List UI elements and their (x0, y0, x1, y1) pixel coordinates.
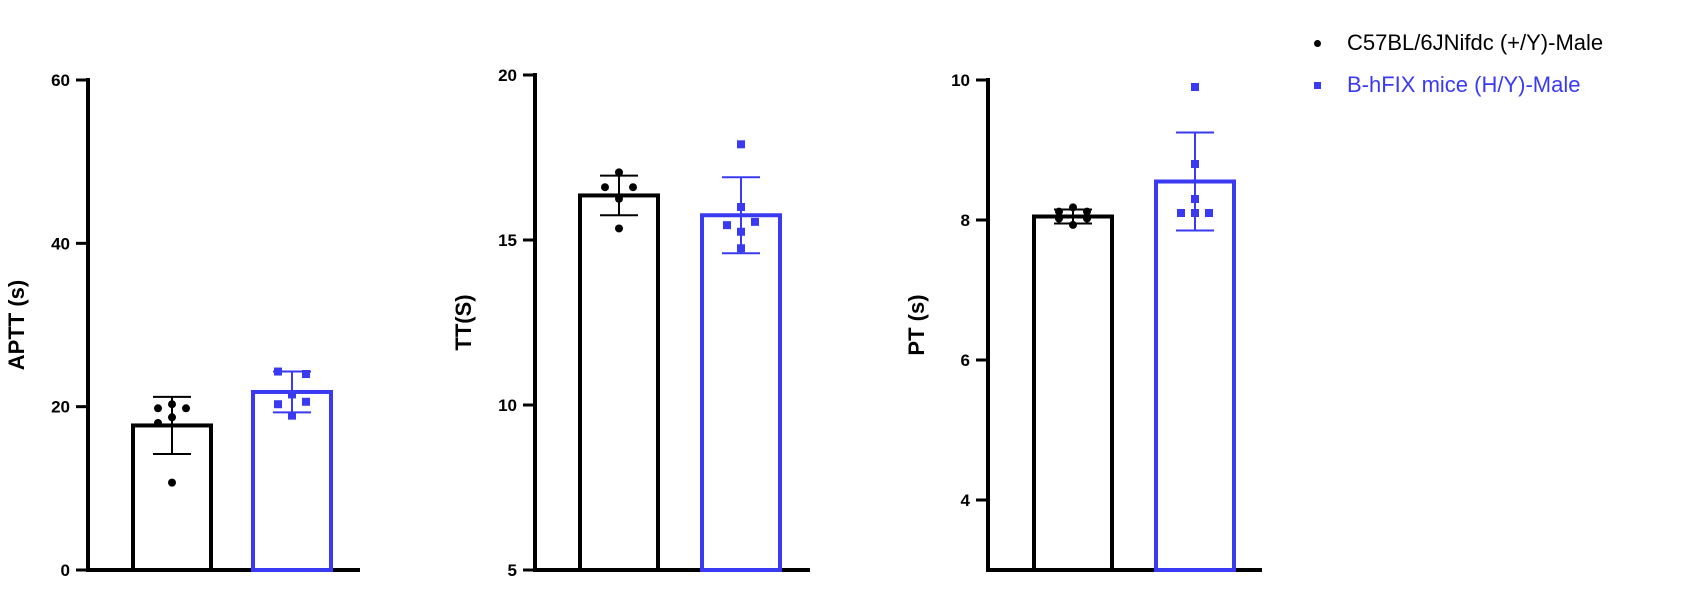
data-point (737, 140, 745, 149)
y-tick-label: 40 (51, 234, 70, 253)
data-point (723, 221, 731, 230)
data-point (274, 400, 282, 409)
bar (1154, 179, 1236, 572)
y-axis-label: APTT (s) (4, 280, 29, 370)
data-point (737, 203, 745, 211)
data-point (1191, 83, 1199, 91)
legend-circle-marker (1314, 39, 1321, 47)
data-point (168, 478, 176, 487)
y-tick-label: 4 (961, 491, 971, 510)
data-point (1083, 207, 1091, 216)
data-point (168, 413, 176, 422)
y-tick-label: 10 (498, 396, 517, 415)
y-tick-label: 8 (961, 211, 970, 230)
data-point (1205, 209, 1213, 217)
data-point (751, 217, 759, 226)
legend-item-hfix: B-hFIX mice (H/Y)-Male (1310, 64, 1603, 106)
y-axis-label: TT(S) (451, 294, 476, 350)
y-tick-label: 0 (61, 561, 70, 580)
data-point (615, 168, 623, 177)
y-tick-label: 20 (498, 66, 517, 85)
y-tick-label: 15 (498, 231, 517, 250)
y-tick-label: 6 (961, 351, 970, 370)
data-point (1055, 207, 1063, 216)
data-point (737, 244, 745, 253)
data-point (615, 224, 623, 233)
data-point (274, 367, 282, 376)
data-point (1191, 160, 1199, 168)
bar (700, 213, 782, 572)
data-point (629, 183, 637, 192)
legend: C57BL/6JNifdc (+/Y)-Male B-hFIX mice (H/… (1310, 22, 1603, 106)
data-point (288, 411, 296, 420)
bar (1032, 214, 1114, 572)
data-point (154, 404, 162, 413)
data-point (1069, 220, 1077, 229)
data-point (182, 404, 190, 413)
data-point (302, 397, 310, 406)
data-point (615, 194, 623, 203)
data-point (154, 419, 162, 427)
data-point (601, 183, 609, 192)
data-point (168, 400, 176, 409)
y-tick-label: 60 (51, 71, 70, 90)
data-point (288, 390, 296, 399)
data-point (1055, 214, 1063, 223)
data-point (1191, 195, 1199, 203)
data-point (1191, 209, 1199, 217)
y-tick-label: 10 (951, 71, 970, 90)
data-point (1083, 214, 1091, 223)
y-axis-label: PT (s) (904, 294, 929, 355)
y-tick-label: 20 (51, 398, 70, 417)
bar (578, 193, 660, 572)
data-point (737, 227, 745, 236)
legend-label-hfix: B-hFIX mice (H/Y)-Male (1347, 72, 1581, 97)
data-point (302, 370, 310, 378)
data-point (1069, 203, 1077, 212)
y-tick-label: 5 (508, 561, 517, 580)
data-point (1177, 209, 1185, 217)
legend-item-wildtype: C57BL/6JNifdc (+/Y)-Male (1310, 22, 1603, 64)
legend-label-wildtype: C57BL/6JNifdc (+/Y)-Male (1347, 30, 1604, 55)
legend-square-marker (1314, 81, 1321, 89)
